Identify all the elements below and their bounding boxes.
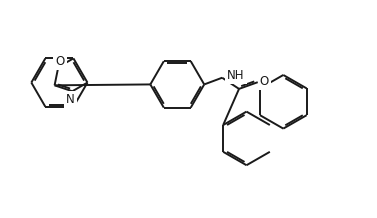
Text: NH: NH (227, 69, 245, 82)
Text: N: N (66, 93, 74, 106)
Text: O: O (260, 75, 269, 88)
Text: O: O (55, 55, 64, 68)
